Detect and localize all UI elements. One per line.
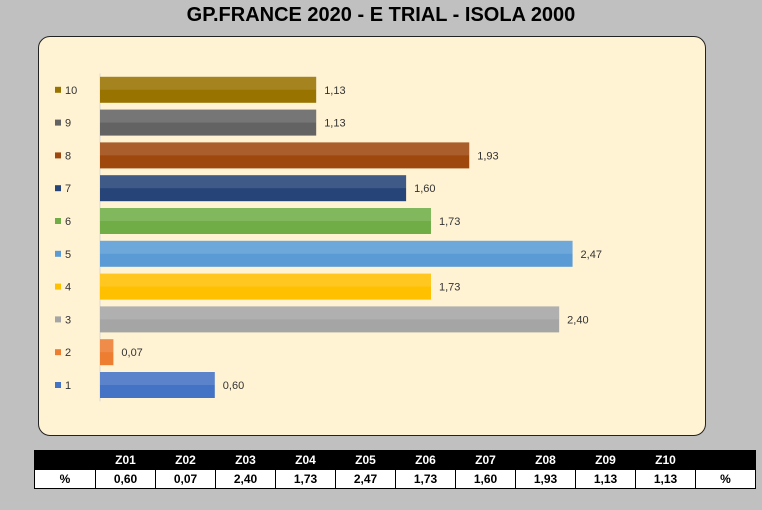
header-cell: [34, 450, 96, 470]
header-cell-z09: Z09: [575, 450, 636, 470]
data-label-8: 1,93: [477, 150, 498, 162]
data-label-2: 0,07: [121, 347, 142, 359]
data-label-3: 2,40: [567, 314, 588, 326]
legend-swatch-3: [55, 316, 61, 323]
value-cell-z01: 0,60: [95, 469, 156, 489]
header-cell-z01: Z01: [95, 450, 156, 470]
header-cell-z05: Z05: [335, 450, 396, 470]
legend-label-5: 5: [65, 249, 71, 261]
bar-highlight-3: [100, 306, 560, 320]
bar-8: [100, 142, 470, 169]
data-label-1: 0,60: [223, 380, 244, 392]
legend-swatch-1: [55, 382, 61, 388]
value-cell-z03: 2,40: [215, 469, 276, 489]
legend-label-1: 1: [65, 380, 71, 392]
header-cell-z03: Z03: [215, 450, 276, 470]
data-label-7: 1,60: [414, 183, 435, 195]
data-label-9: 1,13: [324, 118, 345, 130]
bar-highlight-4: [100, 273, 431, 287]
bar-highlight-8: [100, 142, 470, 156]
header-cell-z06: Z06: [395, 450, 456, 470]
header-cell-z02: Z02: [155, 450, 216, 470]
header-cell: [695, 450, 756, 470]
row-end-label: %: [695, 469, 756, 489]
bar-2: [100, 339, 114, 366]
legend-label-3: 3: [65, 314, 71, 326]
data-table: Z01 Z02 Z03 Z04 Z05 Z06 Z07 Z08 Z09 Z10 …: [34, 450, 756, 489]
bar-highlight-9: [100, 109, 317, 123]
bar-chart: 1 0,60 2 0,07 3 2,40 4 1,73 5 2,47 6 1,73 7 1,60 8 1,93…: [55, 73, 602, 402]
data-label-10: 1,13: [324, 85, 345, 97]
legend-swatch-7: [55, 185, 61, 192]
table-row: % 0,60 0,07 2,40 1,73 2,47 1,73 1,60 1,9…: [34, 469, 756, 489]
value-cell-z02: 0,07: [155, 469, 216, 489]
data-label-5: 2,47: [581, 249, 602, 261]
value-cell-z07: 1,60: [455, 469, 516, 489]
legend-label-4: 4: [65, 282, 71, 294]
bar-highlight-5: [100, 240, 573, 254]
legend-swatch-2: [55, 349, 61, 356]
bar-10: [100, 76, 317, 103]
chart-panel: 1 0,60 2 0,07 3 2,40 4 1,73 5 2,47 6 1,73 7 1,60 8 1,93…: [38, 36, 706, 436]
value-cell-z10: 1,13: [635, 469, 696, 489]
legend-swatch-5: [55, 250, 61, 257]
chart-title: GP.FRANCE 2020 - E TRIAL - ISOLA 2000: [186, 4, 576, 26]
legend-label-7: 7: [65, 183, 71, 195]
row-label: %: [34, 469, 96, 489]
header-cell-z10: Z10: [635, 450, 696, 470]
data-label-6: 1,73: [439, 216, 460, 228]
legend-swatch-6: [55, 218, 61, 224]
bar-1: [100, 372, 215, 398]
bar-highlight-10: [100, 76, 317, 90]
legend-label-8: 8: [65, 150, 71, 162]
data-label-4: 1,73: [439, 282, 460, 294]
value-cell-z08: 1,93: [515, 469, 576, 489]
legend-swatch-9: [55, 119, 61, 126]
legend-swatch-4: [55, 283, 61, 290]
value-cell-z05: 2,47: [335, 469, 396, 489]
header-cell-z04: Z04: [275, 450, 336, 470]
bar-7: [100, 175, 407, 202]
bar-5: [100, 240, 573, 267]
legend-swatch-10: [55, 86, 61, 93]
header-cell-z07: Z07: [455, 450, 516, 470]
legend-label-6: 6: [65, 216, 71, 228]
table-header-row: Z01 Z02 Z03 Z04 Z05 Z06 Z07 Z08 Z09 Z10: [34, 450, 756, 470]
legend-label-10: 10: [65, 85, 77, 97]
bar-4: [100, 273, 431, 300]
bar-6: [100, 208, 431, 234]
bar-highlight-6: [100, 208, 431, 221]
bar-3: [100, 306, 560, 333]
value-cell-z09: 1,13: [575, 469, 636, 489]
bar-9: [100, 109, 317, 136]
legend-swatch-8: [55, 152, 61, 159]
bar-highlight-1: [100, 372, 215, 385]
bar-highlight-7: [100, 175, 407, 189]
legend-label-9: 9: [65, 118, 71, 130]
legend-label-2: 2: [65, 347, 71, 359]
bar-highlight-2: [100, 339, 114, 353]
value-cell-z04: 1,73: [275, 469, 336, 489]
header-cell-z08: Z08: [515, 450, 576, 470]
value-cell-z06: 1,73: [395, 469, 456, 489]
